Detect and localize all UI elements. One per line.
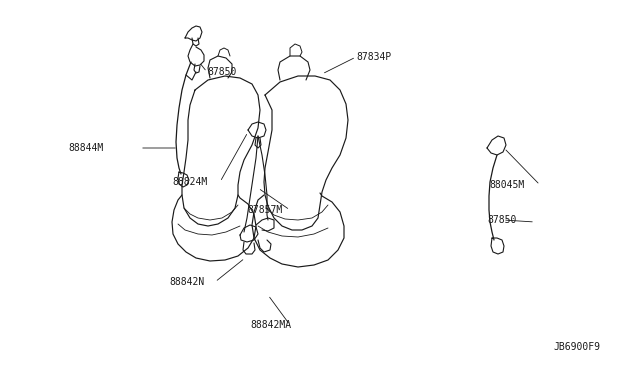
Text: 88045M: 88045M xyxy=(489,180,524,190)
Text: 87834P: 87834P xyxy=(356,52,391,62)
Text: 88824M: 88824M xyxy=(172,177,207,187)
Text: JB6900F9: JB6900F9 xyxy=(553,342,600,352)
Text: 87850: 87850 xyxy=(487,215,516,225)
Text: 87850: 87850 xyxy=(207,67,236,77)
Text: 88842MA: 88842MA xyxy=(250,320,291,330)
Text: 87857M: 87857M xyxy=(247,205,282,215)
Text: 88844M: 88844M xyxy=(68,143,103,153)
Text: 88842N: 88842N xyxy=(169,277,204,287)
